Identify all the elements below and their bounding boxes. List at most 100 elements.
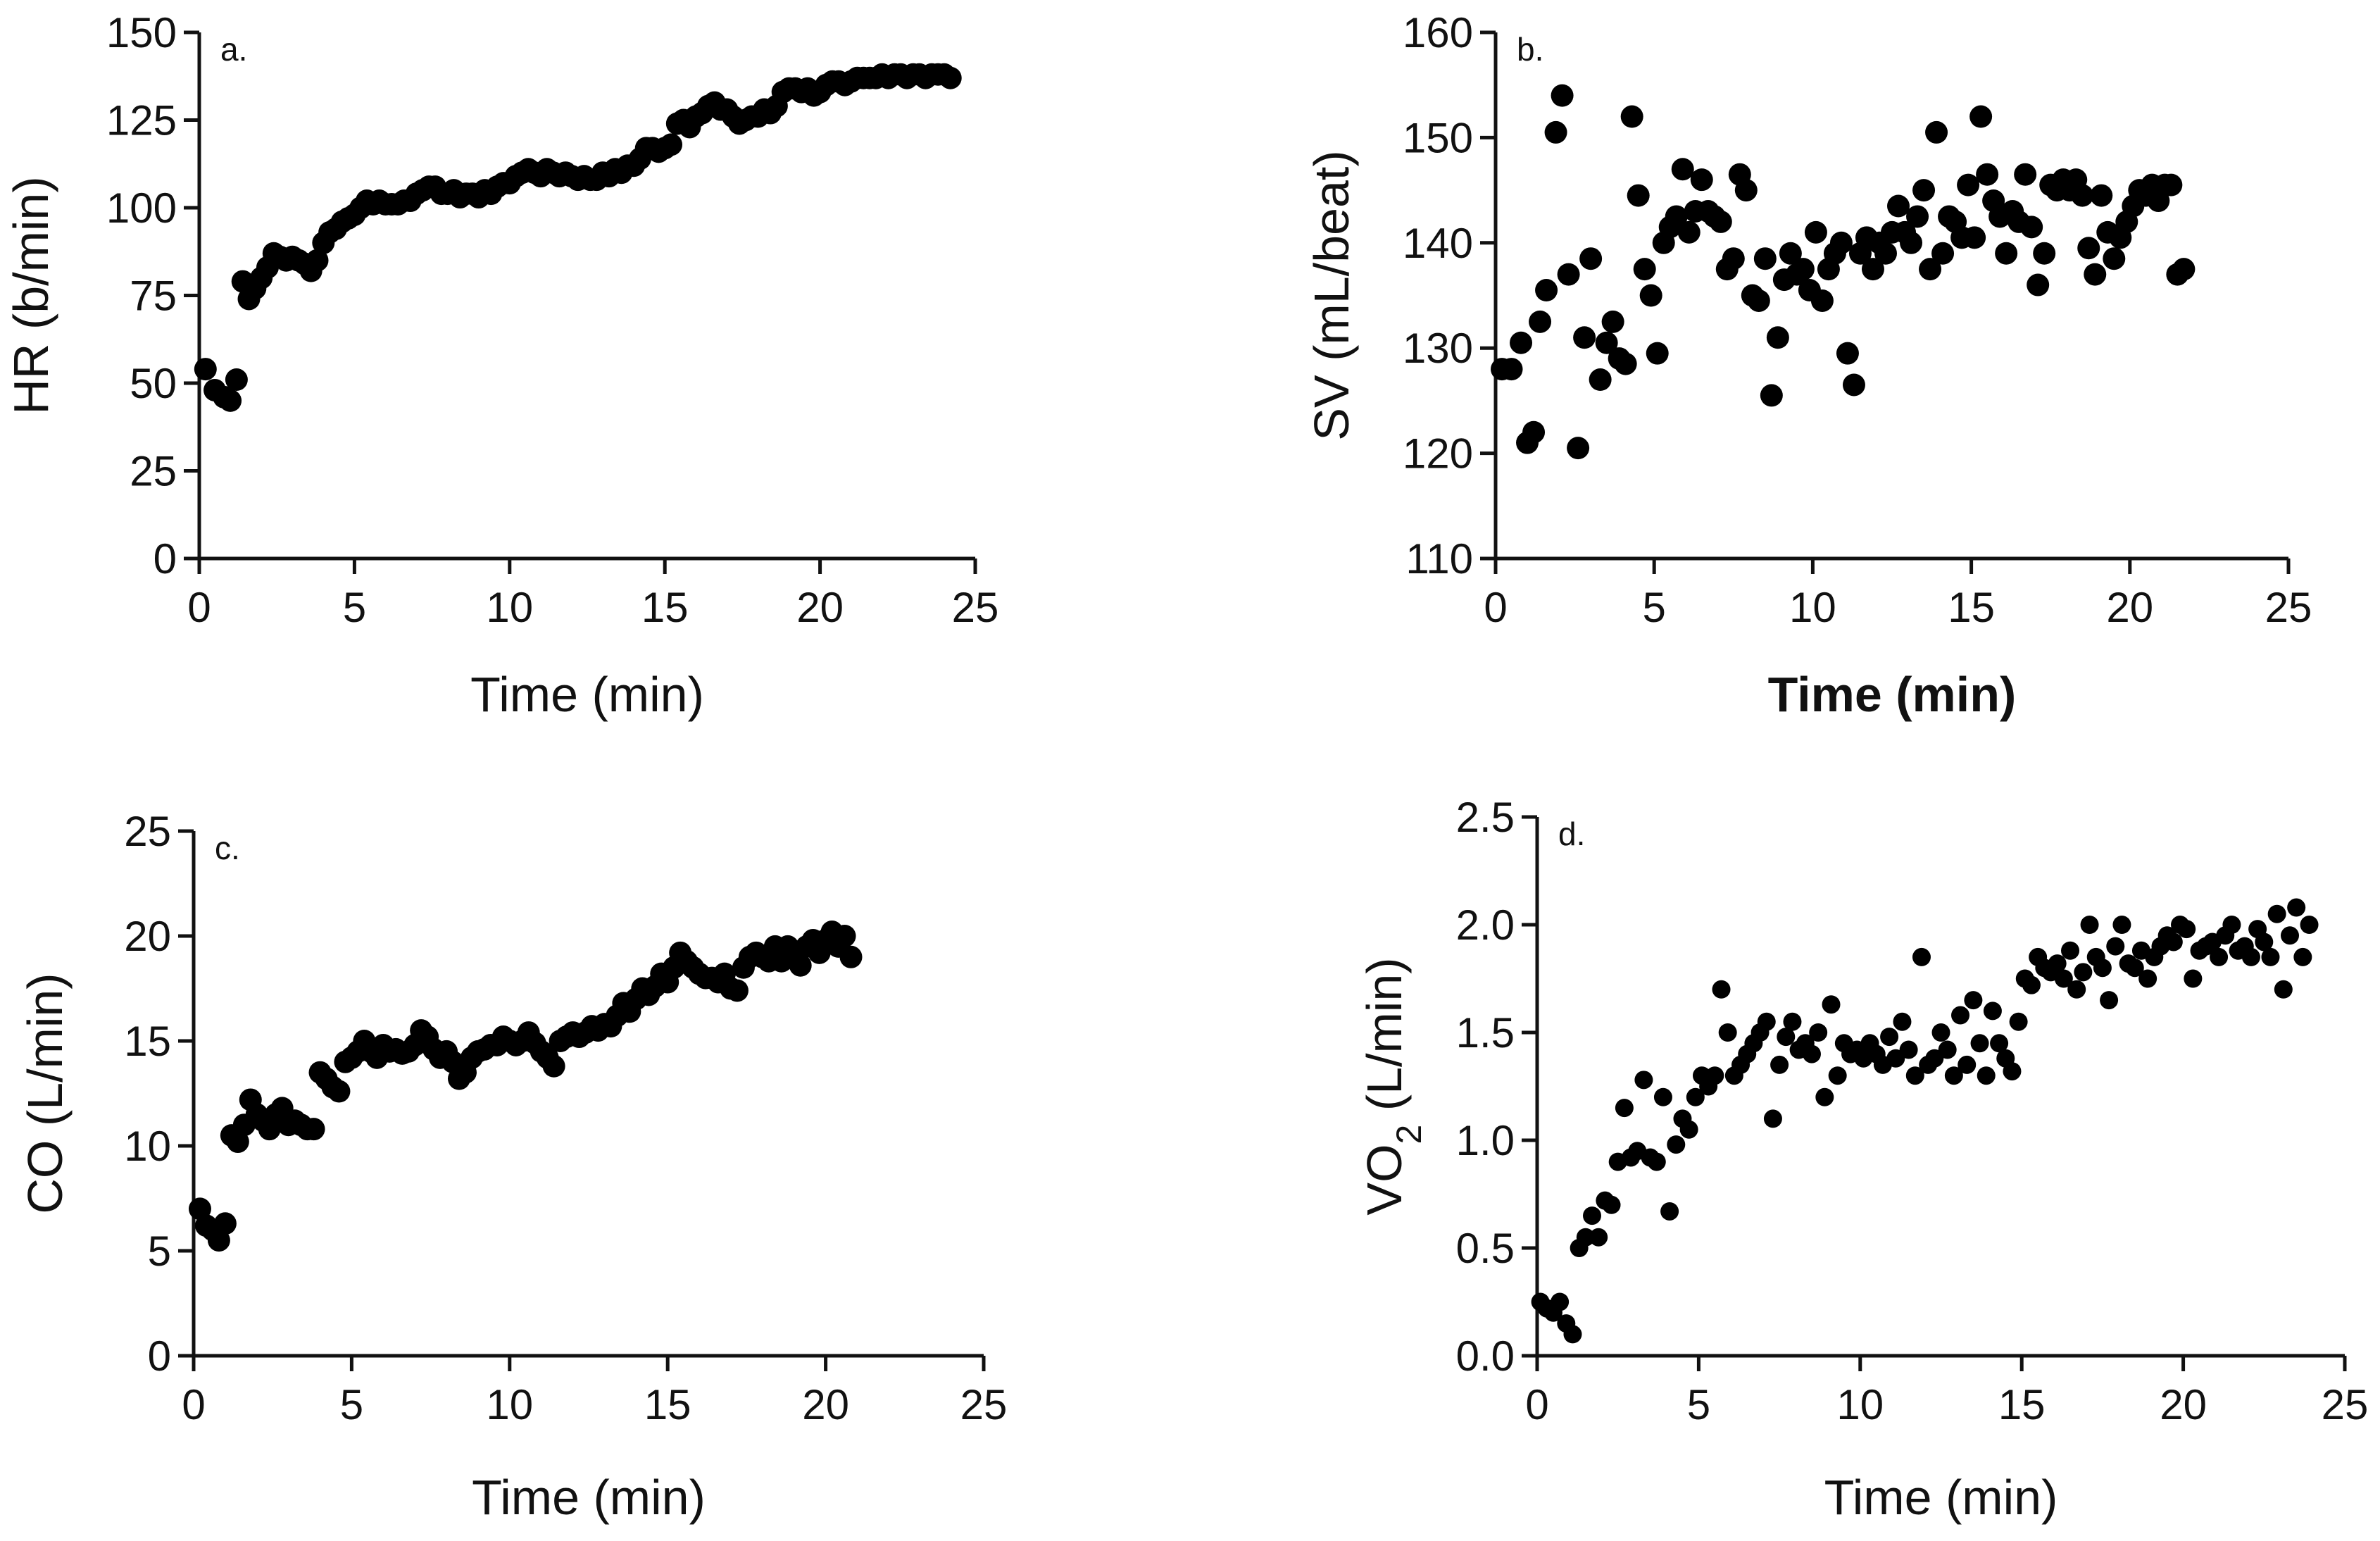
y-tick-label: 130 bbox=[1403, 325, 1473, 372]
y-axis-title: CO (L/min) bbox=[18, 973, 73, 1214]
x-tick-label: 25 bbox=[952, 584, 999, 631]
data-point bbox=[1646, 342, 1669, 365]
data-point bbox=[1529, 310, 1552, 333]
data-point bbox=[1510, 331, 1533, 354]
data-point bbox=[660, 133, 683, 156]
data-point bbox=[1958, 1055, 1977, 1074]
data-point bbox=[1763, 1109, 1782, 1128]
data-point bbox=[2093, 959, 2112, 978]
data-point bbox=[1880, 1028, 1899, 1047]
data-point bbox=[725, 979, 749, 1002]
y-tick-label: 2.0 bbox=[1456, 901, 1515, 949]
y-tick-label: 0.5 bbox=[1456, 1225, 1515, 1272]
data-point bbox=[2138, 969, 2157, 988]
data-point bbox=[1957, 173, 1980, 196]
data-point bbox=[1712, 980, 1731, 999]
data-point bbox=[2103, 247, 2126, 270]
data-point bbox=[2067, 980, 2086, 999]
data-point bbox=[1766, 326, 1789, 349]
x-tick-label: 0 bbox=[182, 1381, 205, 1428]
panel-c: 0 5 10 15 20 25 0 5 10 15 20 25 c. Time (min) CO (L/mi… bbox=[18, 808, 1007, 1525]
data-point bbox=[1995, 242, 2018, 265]
x-tick-label: 15 bbox=[644, 1381, 691, 1428]
data-point bbox=[1931, 1023, 1950, 1042]
data-point bbox=[1573, 326, 1596, 349]
data-point bbox=[839, 945, 863, 968]
data-point bbox=[1589, 1228, 1608, 1247]
data-point bbox=[2084, 263, 2107, 286]
data-point bbox=[1944, 1066, 1963, 1085]
data-point bbox=[1747, 289, 1770, 312]
data-point bbox=[2210, 947, 2229, 966]
data-point bbox=[1906, 205, 1929, 228]
data-point bbox=[1951, 1006, 1970, 1025]
data-point bbox=[1660, 1202, 1679, 1221]
panel-d: 0.0 0.5 1.0 1.5 2.0 2.5 0 5 10 15 20 25 d. Time (min)… bbox=[1357, 794, 2368, 1525]
data-point bbox=[2033, 242, 2056, 265]
data-point bbox=[2003, 1062, 2022, 1081]
y-tick-label: 25 bbox=[130, 448, 177, 495]
data-point bbox=[1815, 1087, 1834, 1106]
data-point bbox=[2222, 916, 2241, 934]
data-point bbox=[2090, 184, 2113, 207]
data-point bbox=[1667, 1135, 1686, 1154]
data-point bbox=[1964, 991, 1983, 1010]
data-point bbox=[542, 1054, 565, 1078]
data-point bbox=[2164, 932, 2183, 952]
x-tick-label: 10 bbox=[1836, 1381, 1884, 1428]
data-point bbox=[2300, 916, 2319, 934]
y-axis-title: SV (mL/beat) bbox=[1304, 150, 1359, 440]
data-point bbox=[327, 1080, 351, 1103]
data-point bbox=[1919, 258, 1942, 281]
data-point bbox=[1783, 1012, 1802, 1031]
y-tick-label: 10 bbox=[124, 1123, 171, 1170]
data-point bbox=[2261, 947, 2280, 966]
data-point bbox=[1705, 1066, 1724, 1085]
data-point bbox=[1709, 210, 1732, 233]
x-tick-label: 5 bbox=[343, 584, 366, 631]
x-tick-label: 0 bbox=[1484, 584, 1507, 631]
data-point bbox=[1836, 342, 1859, 365]
data-point bbox=[1690, 168, 1713, 192]
data-point bbox=[2027, 273, 2050, 297]
y-tick-label: 160 bbox=[1403, 9, 1473, 56]
data-point bbox=[306, 249, 329, 272]
data-point bbox=[2048, 954, 2067, 973]
x-tick-label: 15 bbox=[1948, 584, 1995, 631]
data-point bbox=[1990, 1034, 2009, 1053]
data-point bbox=[1686, 1087, 1705, 1106]
data-point bbox=[1633, 258, 1656, 281]
data-point bbox=[1576, 1228, 1595, 1247]
y-tick-label: 25 bbox=[124, 808, 171, 855]
x-tick-label: 0 bbox=[187, 584, 211, 631]
data-point bbox=[1905, 1066, 1924, 1085]
data-point bbox=[2022, 975, 2041, 994]
data-point bbox=[1500, 358, 1523, 381]
y-axis-title: VO2 (L/min) bbox=[1357, 957, 1429, 1215]
data-point bbox=[1582, 1206, 1601, 1225]
data-point bbox=[1925, 120, 1948, 144]
x-tick-label: 5 bbox=[340, 1381, 363, 1428]
x-tick-label: 25 bbox=[960, 1381, 1008, 1428]
data-point bbox=[1544, 120, 1567, 144]
data-point bbox=[1602, 1195, 1621, 1214]
y-tick-label: 2.5 bbox=[1456, 794, 1515, 841]
data-point bbox=[225, 368, 248, 392]
data-point bbox=[1665, 205, 1688, 228]
y-tick-label: 1.0 bbox=[1456, 1117, 1515, 1164]
data-point bbox=[939, 66, 962, 89]
x-tick-label: 0 bbox=[1525, 1381, 1548, 1428]
data-point bbox=[1983, 1002, 2002, 1021]
data-point bbox=[2020, 216, 2043, 239]
data-point bbox=[1634, 1071, 1653, 1090]
data-point bbox=[1647, 1152, 1666, 1171]
data-point bbox=[1822, 995, 1841, 1014]
data-point bbox=[1671, 158, 1694, 181]
data-point bbox=[1791, 258, 1815, 281]
y-tick-label: 150 bbox=[106, 9, 177, 56]
data-point bbox=[1925, 1049, 1944, 1068]
x-tick-label: 25 bbox=[2322, 1381, 2369, 1428]
data-point bbox=[1977, 1066, 1996, 1085]
y-tick-label: 15 bbox=[124, 1018, 171, 1065]
x-axis-title: Time (min) bbox=[1768, 667, 2017, 722]
